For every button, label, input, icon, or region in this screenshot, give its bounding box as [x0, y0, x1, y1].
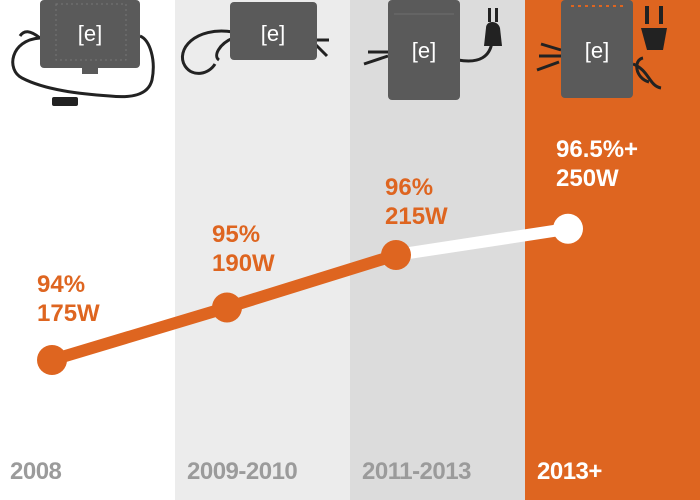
data-point	[381, 240, 411, 270]
power-label: 175W	[37, 300, 100, 327]
device-logo: [e]	[78, 21, 102, 46]
power-label: 190W	[212, 250, 275, 277]
series-line-segment	[390, 222, 574, 261]
data-point	[212, 292, 242, 323]
efficiency-label: 94%	[37, 271, 86, 298]
power-label: 250W	[556, 165, 619, 192]
period-label: 2011-2013	[362, 458, 471, 485]
period-label: 2008	[10, 458, 62, 485]
microinverter-2013-icon: [e]	[536, 0, 667, 98]
data-label: 95% 190W	[212, 220, 275, 278]
efficiency-label: 96.5%+	[556, 136, 639, 163]
data-label: 94% 175W	[37, 270, 100, 328]
microinverter-2011-icon: [e]	[363, 0, 502, 100]
column-2008: [e] 2008	[0, 0, 175, 500]
series-line-segment	[221, 249, 402, 314]
device-logo: [e]	[412, 38, 436, 63]
data-label: 96.5%+ 250W	[556, 135, 638, 193]
microinverter-2009-icon: [e]	[181, 2, 329, 75]
series-line-segment	[46, 301, 233, 366]
data-point	[553, 213, 583, 244]
period-label: 2013+	[537, 458, 602, 485]
column-2013-plus: [e] 2013+	[525, 0, 700, 500]
period-label: 2009-2010	[187, 458, 298, 485]
data-point	[37, 345, 67, 375]
column-2011-2013: [e] 2011-2013	[350, 0, 525, 500]
device-logo: [e]	[261, 21, 285, 46]
power-label: 215W	[385, 203, 448, 230]
data-label: 96% 215W	[385, 173, 448, 231]
efficiency-label: 96%	[385, 174, 434, 201]
column-2009-2010: [e] 2009-2010	[175, 0, 350, 500]
device-logo: [e]	[585, 38, 609, 63]
efficiency-label: 95%	[212, 221, 261, 248]
microinverter-2008-icon: [e]	[11, 0, 155, 106]
